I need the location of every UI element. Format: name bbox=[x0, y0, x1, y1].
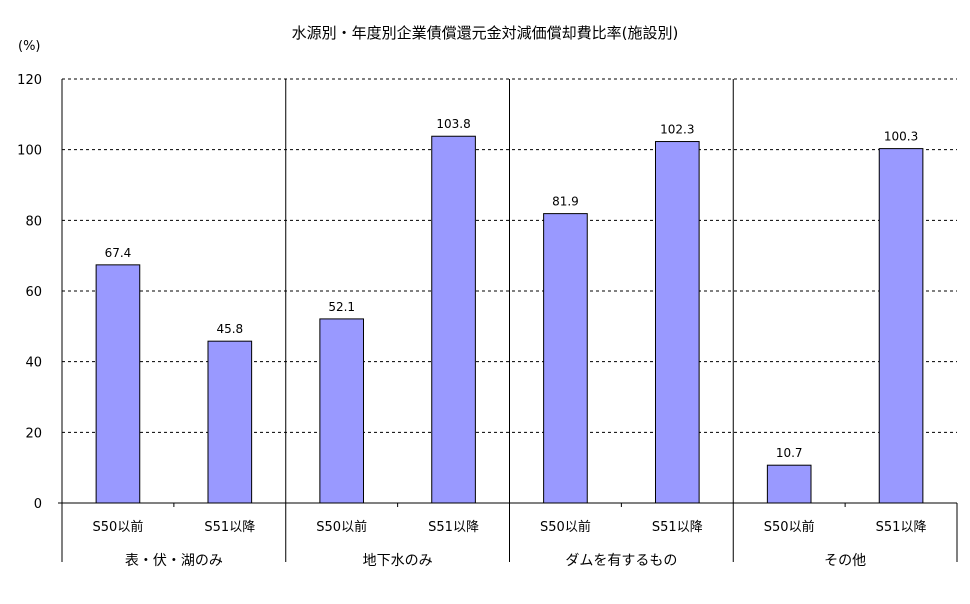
bar bbox=[543, 213, 588, 504]
y-axis-unit: (%) bbox=[18, 39, 41, 54]
bars bbox=[95, 135, 924, 504]
y-tick-label: 100 bbox=[17, 144, 42, 159]
group-label: 表・伏・湖のみ bbox=[125, 553, 223, 569]
data-label: 102.3 bbox=[660, 123, 694, 137]
group-label: その他 bbox=[824, 553, 866, 569]
x-tick-label: S50以前 bbox=[93, 519, 144, 535]
data-label: 10.7 bbox=[776, 446, 803, 460]
data-label: 103.8 bbox=[436, 117, 470, 131]
x-tick-label: S50以前 bbox=[316, 519, 367, 535]
bar bbox=[431, 135, 476, 504]
x-tick-label: S50以前 bbox=[764, 519, 815, 535]
y-tick-label: 20 bbox=[25, 426, 42, 441]
y-tick-label: 120 bbox=[17, 73, 42, 88]
x-tick-label: S50以前 bbox=[540, 519, 591, 535]
y-tick-label: 80 bbox=[25, 214, 42, 229]
chart-title: 水源別・年度別企業債償還元金対減価償却費比率(施設別) bbox=[292, 24, 679, 42]
bar bbox=[654, 141, 700, 504]
bar bbox=[878, 148, 924, 504]
labels: 0 20 40 60 80 100 120 67.4 S50以前 45.8 S51以降表・伏・湖のみ… bbox=[17, 73, 926, 569]
x-tick-label: S51以降 bbox=[876, 520, 927, 535]
y-tick-label: 0 bbox=[34, 497, 42, 512]
bar bbox=[766, 464, 812, 504]
bar bbox=[95, 264, 141, 504]
y-tick-label: 60 bbox=[25, 285, 42, 300]
data-label: 52.1 bbox=[328, 300, 355, 314]
data-label: 100.3 bbox=[884, 130, 918, 144]
x-tick-label: S51以降 bbox=[652, 520, 703, 535]
data-label: 81.9 bbox=[552, 195, 579, 209]
group-label: ダムを有するもの bbox=[565, 553, 677, 569]
bar bbox=[319, 318, 365, 504]
axes bbox=[58, 79, 958, 562]
y-tick-label: 40 bbox=[25, 356, 42, 371]
group-label: 地下水のみ bbox=[363, 553, 433, 569]
data-label: 45.8 bbox=[216, 322, 243, 336]
bar bbox=[207, 340, 253, 504]
x-tick-label: S51以降 bbox=[428, 520, 479, 535]
x-tick-label: S51以降 bbox=[204, 520, 255, 535]
data-label: 67.4 bbox=[105, 246, 132, 260]
gridlines bbox=[62, 78, 957, 433]
